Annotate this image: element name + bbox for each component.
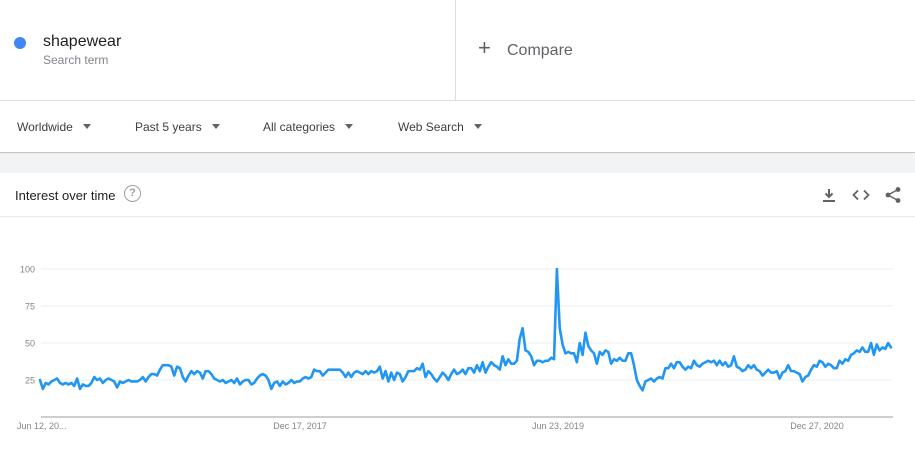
x-tick-label: Jun 23, 2019 xyxy=(532,421,584,431)
caret-down-icon xyxy=(473,124,482,130)
search-term-type: Search term xyxy=(43,53,109,67)
x-tick-label: Dec 17, 2017 xyxy=(273,421,327,431)
time-range-dropdown[interactable]: Past 5 years xyxy=(135,120,220,134)
search-type-dropdown-label: Web Search xyxy=(398,120,464,134)
y-tick-label: 25 xyxy=(25,376,35,386)
section-divider xyxy=(0,154,915,173)
card-header: Interest over time ? xyxy=(0,173,915,217)
download-icon[interactable] xyxy=(820,186,838,204)
y-tick-label: 100 xyxy=(20,265,35,275)
y-tick-label: 75 xyxy=(25,302,35,312)
filter-bar: Worldwide Past 5 years All categories We… xyxy=(0,101,915,153)
term-color-dot xyxy=(14,37,26,49)
search-terms-bar: shapewear Search term + Compare xyxy=(0,0,915,101)
category-dropdown-label: All categories xyxy=(263,120,336,134)
embed-code-icon[interactable] xyxy=(852,186,870,204)
caret-down-icon xyxy=(345,124,354,130)
category-dropdown[interactable]: All categories xyxy=(263,120,354,134)
interest-over-time-card: Interest over time ? 25 50 75 100 Jun 12, 20… xyxy=(0,173,915,450)
caret-down-icon xyxy=(82,124,91,130)
series-line[interactable] xyxy=(38,267,893,392)
region-dropdown[interactable]: Worldwide xyxy=(17,120,91,134)
card-title: Interest over time xyxy=(15,188,116,203)
compare-label: Compare xyxy=(507,42,573,59)
interest-over-time-chart[interactable]: 25 50 75 100 Jun 12, 20... Dec 17, 2017 Jun 23… xyxy=(0,217,915,450)
time-range-dropdown-label: Past 5 years xyxy=(135,120,202,134)
x-tick-label: Jun 12, 20... xyxy=(17,421,67,431)
region-dropdown-label: Worldwide xyxy=(17,120,73,134)
search-term-card[interactable]: shapewear Search term xyxy=(0,0,456,100)
search-type-dropdown[interactable]: Web Search xyxy=(398,120,482,134)
search-term-name[interactable]: shapewear xyxy=(43,33,122,50)
plus-icon: + xyxy=(478,35,491,60)
x-tick-label: Dec 27, 2020 xyxy=(790,421,844,431)
help-circle-icon[interactable]: ? xyxy=(124,185,141,202)
caret-down-icon xyxy=(211,124,220,130)
y-tick-label: 50 xyxy=(25,339,35,349)
compare-button[interactable]: + Compare xyxy=(456,0,915,100)
share-icon[interactable] xyxy=(884,186,902,204)
